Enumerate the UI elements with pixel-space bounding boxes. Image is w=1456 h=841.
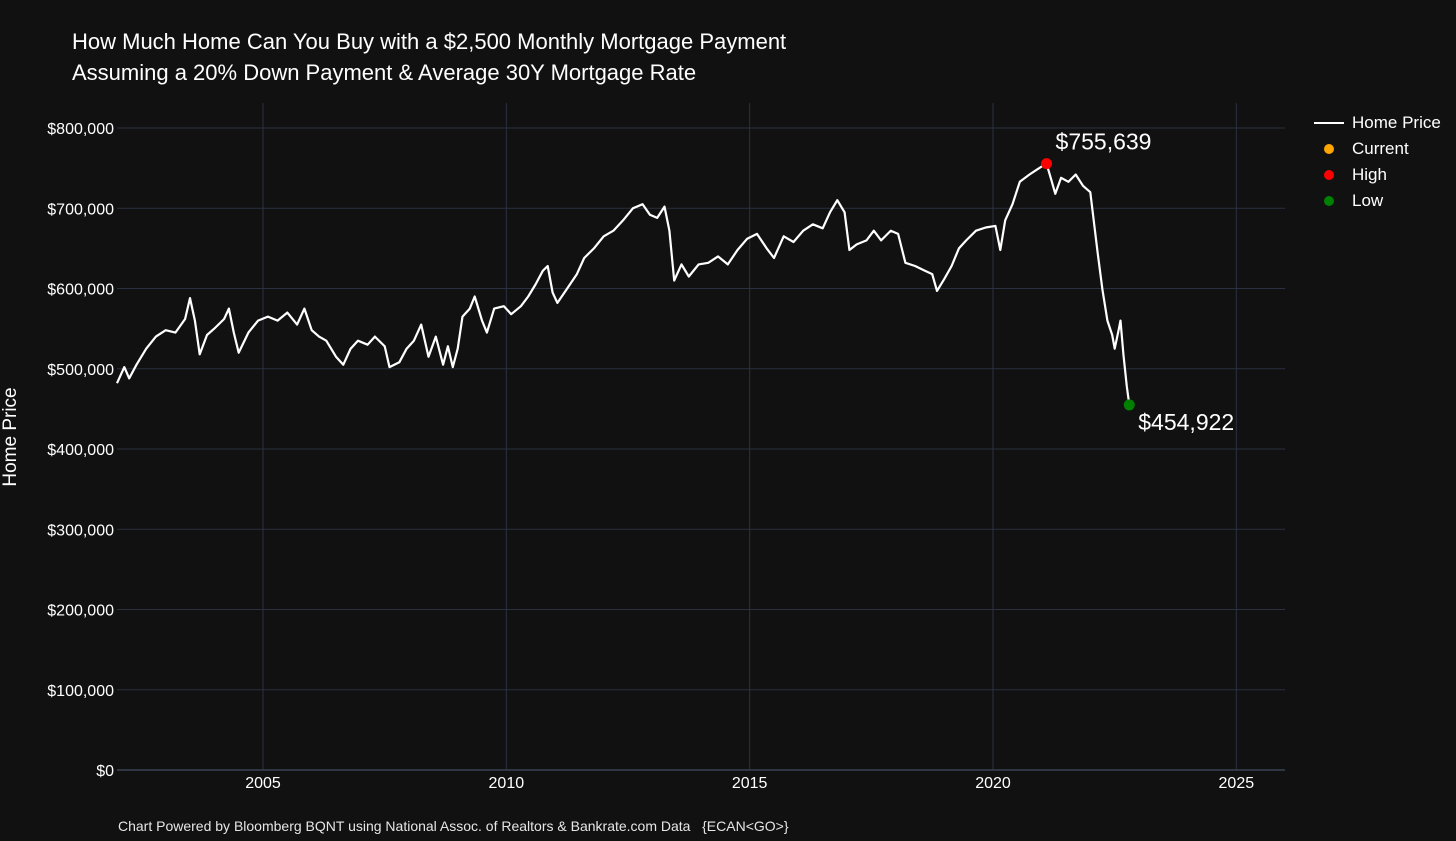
series-line-home-price — [115, 162, 1131, 406]
x-tick-label: 2005 — [245, 775, 281, 792]
marker-label-high: $755,639 — [1056, 129, 1152, 155]
series-layer — [115, 162, 1131, 406]
marker-high — [1041, 158, 1053, 170]
x-tick-label: 2010 — [489, 775, 525, 792]
axes: $0 $100,000 $200,000 $300,000 $400,000 $500,0… — [47, 121, 1285, 792]
y-tick-label: $200,000 — [47, 603, 114, 620]
marker-label-low: $454,922 — [1138, 409, 1234, 435]
legend-dot-high — [1324, 170, 1334, 180]
legend-label-low: Low — [1352, 191, 1384, 210]
legend-item-current[interactable]: Current — [1314, 136, 1441, 162]
y-tick-label: $600,000 — [47, 282, 114, 299]
marker-low — [1123, 399, 1135, 411]
x-tick-label: 2020 — [975, 775, 1011, 792]
y-tick-label: $300,000 — [47, 522, 114, 539]
legend-dot-current — [1324, 144, 1334, 154]
y-tick-label: $0 — [96, 763, 114, 780]
legend: Home Price Current High Low — [1314, 110, 1441, 214]
y-tick-label: $400,000 — [47, 442, 114, 459]
grid-lines — [117, 103, 1285, 771]
legend-item-low[interactable]: Low — [1314, 188, 1441, 214]
y-axis-label: Home Price — [0, 387, 21, 487]
chart-footer: Chart Powered by Bloomberg BQNT using Na… — [118, 818, 789, 834]
x-tick-label: 2025 — [1219, 775, 1255, 792]
y-tick-label: $700,000 — [47, 201, 114, 218]
chart-title-block: How Much Home Can You Buy with a $2,500 … — [72, 26, 786, 88]
legend-dot-low — [1324, 196, 1334, 206]
chart-subtitle: Assuming a 20% Down Payment & Average 30… — [72, 60, 697, 85]
chart-title: How Much Home Can You Buy with a $2,500 … — [72, 29, 787, 54]
y-tick-label: $500,000 — [47, 362, 114, 379]
legend-line-swatch — [1314, 122, 1344, 124]
legend-item-home-price[interactable]: Home Price — [1314, 110, 1441, 136]
legend-label-current: Current — [1352, 139, 1409, 158]
marker-layer: $755,639 $454,922 — [1041, 129, 1234, 435]
y-tick-label: $800,000 — [47, 121, 114, 138]
legend-item-high[interactable]: High — [1314, 162, 1441, 188]
legend-label-high: High — [1352, 165, 1387, 184]
x-tick-label: 2015 — [732, 775, 768, 792]
y-tick-label: $100,000 — [47, 683, 114, 700]
legend-label-home-price: Home Price — [1352, 113, 1441, 132]
